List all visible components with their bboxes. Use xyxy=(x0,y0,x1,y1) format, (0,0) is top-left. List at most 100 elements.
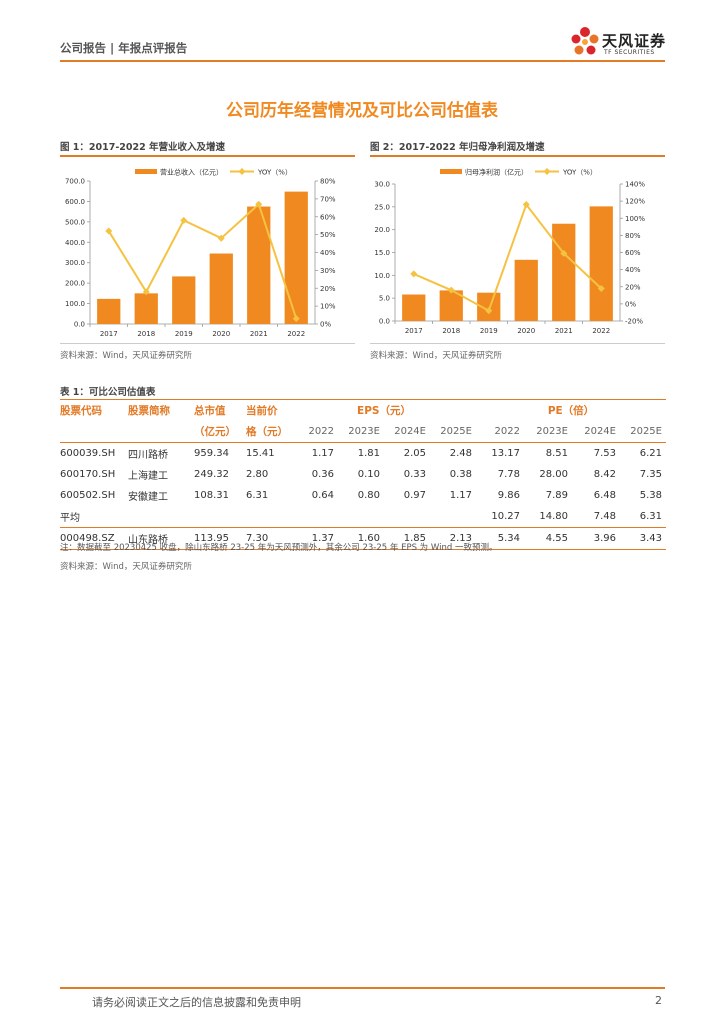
stock-code: 000498.SZ xyxy=(60,527,128,550)
pe-value: 4.55 xyxy=(524,527,572,550)
pe-value: 3.96 xyxy=(572,527,620,550)
price: 15.41 xyxy=(246,448,275,459)
fig1-source: 资料来源：Wind，天风证券研究所 xyxy=(60,351,192,361)
x-tick-label: 2021 xyxy=(250,330,268,338)
y-right-tick-label: 50% xyxy=(320,231,336,239)
eps-value: 0.97 xyxy=(403,490,426,501)
header-pe-year: 2022 xyxy=(476,421,524,443)
footer-rule xyxy=(60,987,665,989)
footer-disclaimer: 请务必阅读正文之后的信息披露和免责申明 xyxy=(92,996,301,1009)
y-right-tick-label: 40% xyxy=(625,266,641,274)
legend-bar-swatch xyxy=(440,169,462,174)
eps-value: 0.80 xyxy=(357,490,380,501)
yoy-point xyxy=(522,201,530,209)
page-number: 2 xyxy=(655,994,662,1007)
price: 6.31 xyxy=(246,490,269,501)
header-eps-year: 2024E xyxy=(384,421,430,443)
x-tick-label: 2022 xyxy=(592,327,610,335)
y-left-tick-label: 200.0 xyxy=(65,280,85,288)
tf-securities-logo: 天风证券 TF SECURITIES xyxy=(568,24,668,60)
y-right-tick-label: 60% xyxy=(320,213,336,221)
bar xyxy=(284,191,308,324)
table-row: 600170.SH 上海建工 249.32 2.80 0.36 0.10 0.3… xyxy=(60,464,666,485)
y-right-tick-label: 80% xyxy=(320,178,336,186)
yoy-point xyxy=(447,286,455,294)
pe-value: 7.53 xyxy=(593,448,616,459)
legend-bar-label: 归母净利润（亿元） xyxy=(465,168,528,177)
legend-line-label: YOY（%） xyxy=(562,169,597,177)
pe-value: 5.34 xyxy=(476,527,524,550)
header-eps-year: 2023E xyxy=(338,421,384,443)
avg-pe-value: 10.27 xyxy=(476,506,524,528)
yoy-point xyxy=(410,270,418,278)
header-pe: PE（倍） xyxy=(476,399,666,421)
header-eps-year: 2022 xyxy=(292,421,338,443)
legend-bar-swatch xyxy=(135,169,157,174)
eps-value: 2.05 xyxy=(403,448,426,459)
header-price: 当前价 xyxy=(246,399,292,421)
y-right-tick-label: 140% xyxy=(625,181,645,189)
eps-value: 0.64 xyxy=(311,490,334,501)
bar xyxy=(172,276,196,324)
flower-logo-icon xyxy=(571,27,599,55)
yoy-point xyxy=(180,216,188,224)
bar xyxy=(552,223,576,321)
stock-code: 600039.SH xyxy=(60,448,116,459)
y-left-tick-label: 20.0 xyxy=(374,226,390,234)
table-row: 600502.SH 安徽建工 108.31 6.31 0.64 0.80 0.9… xyxy=(60,485,666,506)
yoy-point xyxy=(597,284,605,292)
y-left-tick-label: 15.0 xyxy=(374,249,390,257)
net-profit-chart: 0.0 5.0 10.0 15.0 20.0 25.0 30.0 -20% 0% 20% 40% 60… xyxy=(374,168,645,336)
stock-name: 上海建工 xyxy=(128,471,168,482)
y-right-tick-label: 40% xyxy=(320,249,336,257)
pe-value: 9.86 xyxy=(497,490,520,501)
fig2-title-rule xyxy=(370,155,665,157)
y-right-tick-label: 100% xyxy=(625,215,645,223)
pe-value: 6.21 xyxy=(639,448,662,459)
y-left-tick-label: 0.0 xyxy=(379,318,390,326)
y-right-tick-label: 80% xyxy=(625,232,641,240)
eps-value: 0.38 xyxy=(449,469,472,480)
y-right-tick-label: -20% xyxy=(625,318,643,326)
bar xyxy=(97,298,121,324)
yoy-point xyxy=(560,249,568,257)
price: 7.30 xyxy=(246,527,292,550)
eps-value: 2.48 xyxy=(449,448,472,459)
y-left-tick-label: 600.0 xyxy=(65,198,85,206)
pe-value: 7.89 xyxy=(545,490,568,501)
header-eps-year: 2025E xyxy=(430,421,476,443)
pe-value: 7.78 xyxy=(497,469,520,480)
fig2-source: 资料来源：Wind，天风证券研究所 xyxy=(370,351,502,361)
logo-text-en: TF SECURITIES xyxy=(604,49,655,56)
bar xyxy=(209,253,233,324)
pe-value: 8.51 xyxy=(545,448,568,459)
pe-value: 6.48 xyxy=(593,490,616,501)
y-left-tick-label: 10.0 xyxy=(374,272,390,280)
x-tick-label: 2017 xyxy=(100,330,118,338)
fig2-title: 图 2：2017-2022 年归母净利润及增速 xyxy=(370,142,545,153)
logo-text-cn: 天风证券 xyxy=(602,32,667,50)
valuation-table: 股票代码 股票简称 总市值 当前价 EPS（元） PE（倍） （亿元） 格（元）… xyxy=(60,399,666,550)
fig1-title-rule xyxy=(60,155,355,157)
header-eps: EPS（元） xyxy=(292,399,476,421)
bar xyxy=(439,290,463,321)
y-right-tick-label: 120% xyxy=(625,198,645,206)
average-label: 平均 xyxy=(60,506,128,528)
eps-value: 1.37 xyxy=(292,527,338,550)
bar xyxy=(514,259,538,321)
header-pe-year: 2025E xyxy=(620,421,666,443)
x-tick-label: 2018 xyxy=(137,330,155,338)
eps-value: 0.36 xyxy=(311,469,334,480)
x-tick-label: 2017 xyxy=(405,327,423,335)
legend-line-marker xyxy=(543,168,551,175)
y-left-tick-label: 300.0 xyxy=(65,259,85,267)
y-left-tick-label: 100.0 xyxy=(65,300,85,308)
eps-value: 1.85 xyxy=(384,527,430,550)
y-right-tick-label: 30% xyxy=(320,267,336,275)
market-cap: 959.34 xyxy=(194,448,229,459)
legend-line-marker xyxy=(238,168,246,175)
pe-value: 8.42 xyxy=(593,469,616,480)
eps-value: 2.13 xyxy=(430,527,476,550)
x-tick-label: 2020 xyxy=(517,327,535,335)
header-pe-year: 2024E xyxy=(572,421,620,443)
